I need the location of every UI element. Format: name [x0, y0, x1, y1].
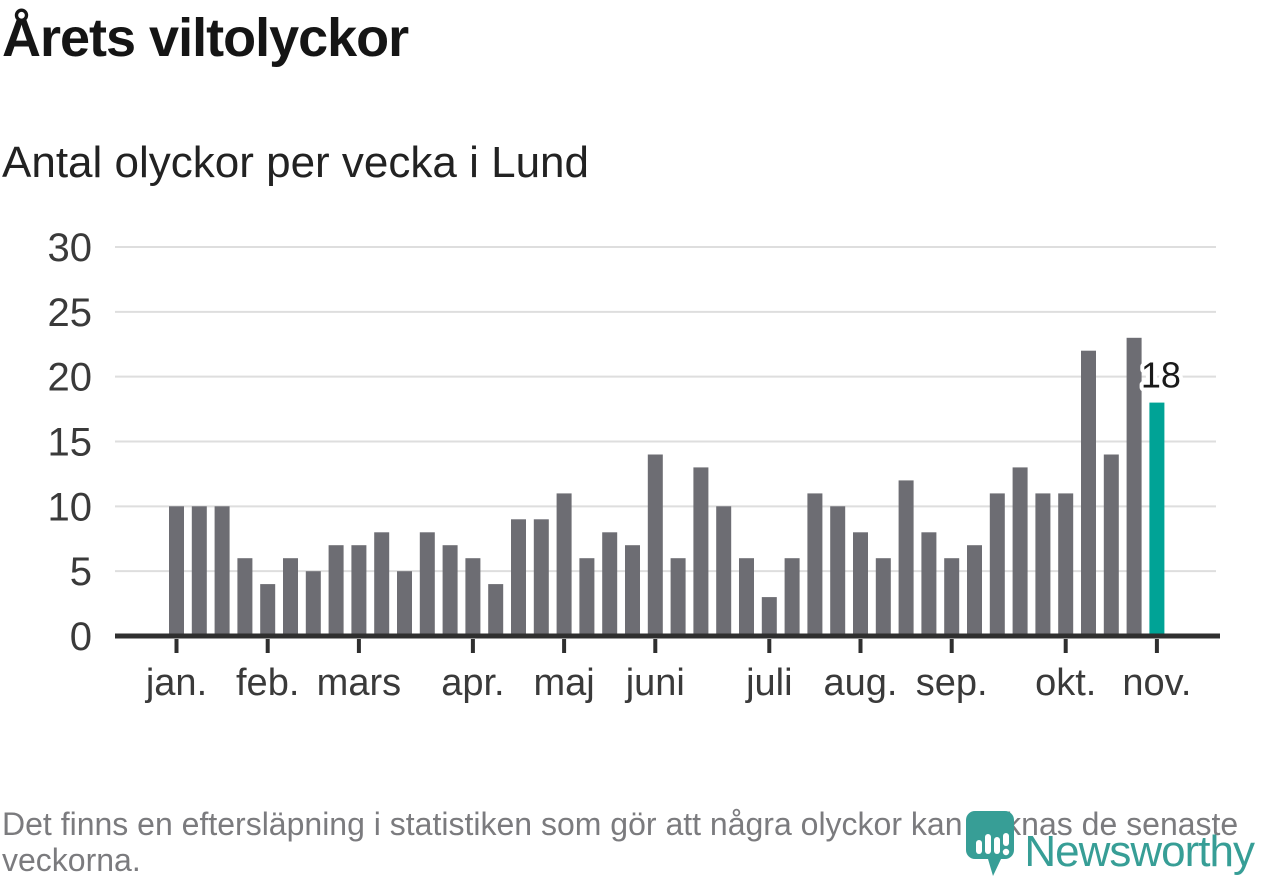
pin-exclamation-stroke [1003, 833, 1010, 846]
x-tick-label-okt.: okt. [1035, 662, 1096, 704]
bar-week-36 [967, 545, 982, 636]
bar-week-26 [739, 558, 754, 636]
bar-week-9 [351, 545, 367, 636]
newsworthy-logo: Newsworthy [966, 811, 1255, 877]
bar-week-3 [214, 506, 230, 636]
chart-footnote: Det finns en eftersläpning i statistiken… [2, 806, 1239, 878]
bar-week-34 [921, 532, 937, 636]
x-tick-label-aug.: aug. [824, 662, 898, 704]
bar-week-27 [761, 597, 777, 636]
bar-week-29 [807, 493, 823, 636]
x-tick-label-maj: maj [533, 662, 594, 704]
bar-week-25 [716, 506, 732, 636]
newsworthy-wordmark: Newsworthy [1024, 827, 1255, 876]
y-tick-label-25: 25 [48, 291, 93, 335]
bar-week-21 [625, 545, 640, 636]
bar-week-22 [647, 454, 663, 636]
pin-bar-1 [976, 840, 983, 854]
bar-week-37 [989, 493, 1005, 636]
bar-week-11 [397, 571, 412, 636]
pin-exclamation-dot [1003, 848, 1010, 856]
pin-bar-3 [994, 837, 1001, 854]
bar-week-28 [784, 558, 800, 636]
x-tick-label-juli: juli [745, 662, 792, 704]
bar-week-1 [169, 506, 184, 636]
chart-title: Årets viltolyckor [2, 8, 409, 68]
bar-week-38 [1012, 467, 1028, 636]
bar-week-7 [305, 571, 321, 636]
bar-week-14 [465, 558, 481, 636]
y-tick-label-10: 10 [48, 485, 93, 529]
bar-week-43 [1126, 337, 1142, 636]
x-tick-label-juni: juni [625, 662, 685, 704]
bar-week-35 [944, 558, 960, 636]
x-tick-label-nov.: nov. [1122, 662, 1191, 704]
y-tick-label-0: 0 [70, 615, 92, 659]
bar-week-23 [670, 558, 686, 636]
x-tick-label-sep.: sep. [916, 662, 988, 704]
bar-week-20 [602, 532, 618, 636]
bar-week-5 [260, 584, 276, 636]
bar-week-17 [533, 519, 549, 636]
bar-week-41 [1081, 350, 1096, 636]
y-tick-label-30: 30 [48, 226, 93, 270]
bar-week-2 [191, 506, 207, 636]
bar-week-10 [374, 532, 390, 636]
bar-week-4 [237, 558, 253, 636]
x-tick-label-apr.: apr. [441, 662, 504, 704]
x-tick-label-mars: mars [317, 662, 401, 704]
bar-week-44 [1149, 402, 1165, 636]
bar-week-40 [1058, 493, 1074, 636]
y-tick-label-5: 5 [70, 550, 92, 594]
bar-week-13 [442, 545, 458, 636]
bar-week-30 [830, 506, 846, 636]
bar-week-6 [283, 558, 298, 636]
bar-week-42 [1103, 454, 1119, 636]
newsworthy-pin-icon [966, 811, 1015, 876]
bar-week-24 [693, 467, 709, 636]
bar-week-16 [511, 519, 526, 636]
bar-week-39 [1035, 493, 1051, 636]
bar-week-33 [898, 480, 914, 636]
y-tick-label-15: 15 [48, 421, 93, 465]
y-tick-label-20: 20 [48, 356, 93, 400]
bar-week-32 [875, 558, 891, 636]
x-tick-label-jan.: jan. [145, 662, 207, 704]
bar-week-12 [419, 532, 435, 636]
pin-bar-2 [985, 834, 992, 854]
x-tick-label-feb.: feb. [236, 662, 299, 704]
bar-week-8 [328, 545, 344, 636]
weekly-accidents-bar-chart: jan. feb. mars apr. maj juni juli aug. sep. okt. n… [48, 226, 1220, 704]
bar-week-31 [853, 532, 868, 636]
bar-week-19 [579, 558, 595, 636]
bar-week-15 [488, 584, 504, 636]
chart-subtitle: Antal olyckor per vecka i Lund [2, 138, 589, 187]
bar-week-18 [556, 493, 572, 636]
highlight-value-label: 18 [1141, 355, 1181, 396]
